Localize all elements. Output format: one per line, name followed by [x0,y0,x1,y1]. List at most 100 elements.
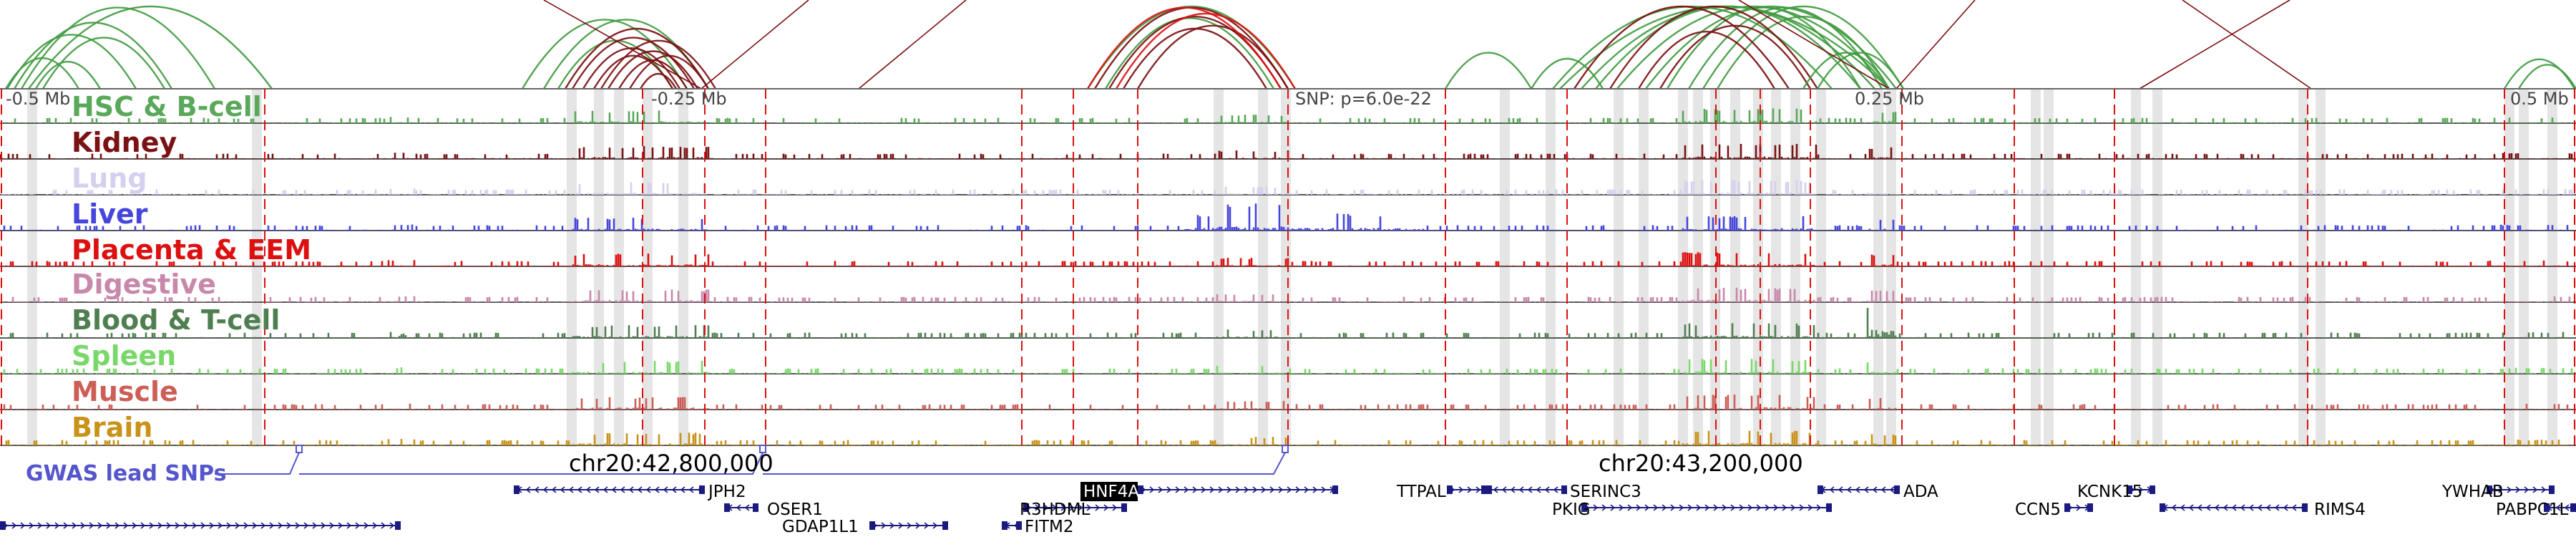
gene-labels: JPH2 OSER1 GDAP1L1 R3HDML HNF4A FITM2 TT… [707,482,2568,536]
signal-lung [1,180,2575,195]
red-dashed-markers [1,89,2575,447]
highlight-band [2519,89,2529,447]
highlight-band [2298,89,2308,447]
interaction-line [701,0,809,90]
interaction-arc [20,6,216,90]
track-label-blood: Blood & T-cell [72,304,280,336]
interaction-arc [4,57,80,90]
signal-liver [1,203,2575,231]
highlight-band [1886,89,1896,447]
gene-label-oser1[interactable]: OSER1 [767,500,823,519]
gene-label-pkig[interactable]: PKIG [1552,500,1591,519]
coordinate-label-43200000: chr20:43,200,000 [1599,450,1803,477]
track-label-placenta: Placenta & EEM [72,234,311,266]
signal-placenta [0,252,2575,266]
interaction-arc [1702,5,1905,90]
interaction-arc [571,37,696,90]
highlight-band [1281,89,1291,447]
interaction-arc [600,39,717,90]
interaction-arc [1104,17,1275,90]
interaction-arc [582,47,681,90]
interaction-arcs [4,0,2576,90]
highlight-band [2316,89,2326,447]
highlight-band [1500,89,1510,447]
gwas-leader-line [763,452,1286,475]
gene-label-pabpc1l[interactable]: PABPC1L [2496,500,2568,519]
gwas-track: GWAS lead SNPs [26,445,1289,486]
gene-label-jph2[interactable]: JPH2 [707,483,746,501]
highlight-band [1614,89,1624,447]
highlight-band [2152,89,2162,447]
gene-structure [0,521,401,530]
interaction-arc [521,19,688,90]
highlight-band [1790,89,1800,447]
gene-label-ywhab[interactable]: YWHAB [2441,483,2504,501]
highlight-band [1771,89,1781,447]
gene-track [0,485,2576,530]
gene-label-r3hdml[interactable]: R3HDML [1020,500,1090,519]
interaction-arc [1687,6,1883,90]
highlight-band [678,89,688,447]
interaction-arc [2517,64,2576,90]
interaction-arc [1086,6,1282,90]
scale-label-minus-0-25-mb: -0.25 Mb [651,89,727,109]
interaction-arc [1716,16,1890,90]
gwas-leader-line [299,452,763,475]
interaction-arc [1666,6,1862,90]
interaction-arc [28,6,273,90]
highlight-band [1873,89,1883,447]
interaction-line [1896,0,1976,90]
gene-label-fitm2[interactable]: FITM2 [1025,518,1074,536]
track-lung [0,180,2576,195]
highlight-band [2131,89,2141,447]
gene-structure [1818,485,1900,494]
gene-label-rims4[interactable]: RIMS4 [2314,500,2366,519]
interaction-arc [1816,52,1905,90]
gene-structure [869,521,948,530]
scale-label-0-25-mb: 0.25 Mb [1855,89,1924,109]
highlight-band [1546,89,1556,447]
track-label-digestive: Digestive [72,268,216,300]
signal-spleen [0,359,2575,374]
gene-structure [2127,485,2155,494]
track-label-hsc: HSC & B-cell [72,91,262,122]
track-label-muscle: Muscle [72,376,178,407]
gene-label-serinc3[interactable]: SERINC3 [1570,483,1641,501]
gene-label-kcnk15[interactable]: KCNK15 [2077,483,2142,501]
gene-label-ttpal[interactable]: TTPAL [1396,483,1446,501]
gene-structure [1023,503,1127,512]
gene-label-ccn5[interactable]: CCN5 [2015,500,2061,519]
signal-hsc [0,108,2575,123]
interaction-line [543,0,702,90]
track-label-kidney: Kidney [72,127,177,158]
highlight-band [2547,89,2557,447]
interaction-arc [1573,5,1790,90]
highlight-band [567,89,577,447]
interaction-arc [1637,31,1776,90]
gene-structure [1002,521,1022,530]
gene-label-ada[interactable]: ADA [1903,483,1938,501]
signal-muscle [0,395,2575,410]
gene-label-gdap1l1[interactable]: GDAP1L1 [782,518,859,536]
highlight-band [2044,89,2054,447]
interaction-arc [564,28,710,90]
interaction-arc [1802,52,1890,90]
highlight-band [1753,89,1763,447]
track-labels: HSC & B-cell Kidney Lung Liver Placenta … [72,91,311,443]
interaction-arc [42,37,166,90]
gene-structure [2544,503,2576,512]
interaction-arc [1108,16,1282,90]
interaction-arc [628,54,710,90]
gene-label-hnf4a[interactable]: HNF4A [1083,483,1139,501]
interaction-arc [639,72,678,90]
gwas-snp-marker [296,445,303,453]
highlight-bands [27,89,2557,447]
track-label-liver: Liver [72,198,148,230]
interaction-arc [1115,13,1297,90]
interaction-arc [34,61,102,90]
interaction-arc [1530,58,1604,90]
signal-blood [0,308,2575,338]
gene-structure [1138,485,1338,494]
interaction-arc [1616,6,1890,90]
coordinate-label-42800000: chr20:42,800,000 [569,450,774,477]
